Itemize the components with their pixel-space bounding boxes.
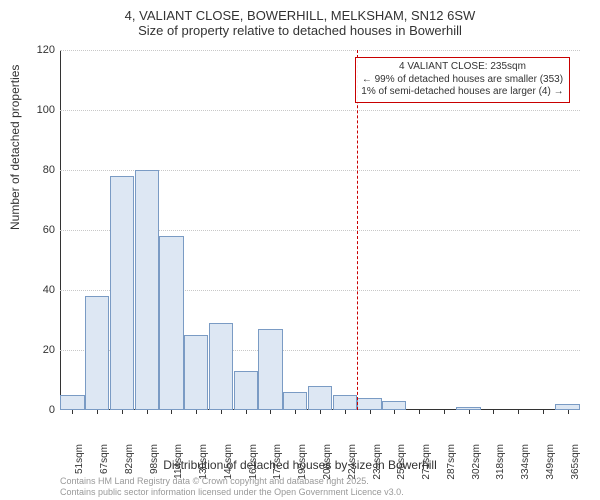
x-tick xyxy=(370,410,371,414)
x-tick xyxy=(97,410,98,414)
x-axis-label: Distribution of detached houses by size … xyxy=(0,458,600,472)
annotation-line3: 1% of semi-detached houses are larger (4… xyxy=(361,86,563,99)
x-tick xyxy=(122,410,123,414)
histogram-bar xyxy=(209,323,233,410)
x-tick xyxy=(444,410,445,414)
x-tick xyxy=(469,410,470,414)
histogram-bar xyxy=(110,176,134,410)
y-tick-label: 80 xyxy=(30,164,55,176)
histogram-bar xyxy=(60,395,84,410)
histogram-bar xyxy=(258,329,282,410)
y-tick-label: 40 xyxy=(30,284,55,296)
title-line2: Size of property relative to detached ho… xyxy=(0,23,600,38)
x-tick xyxy=(543,410,544,414)
x-tick xyxy=(221,410,222,414)
histogram-bar xyxy=(234,371,258,410)
x-tick xyxy=(147,410,148,414)
x-tick xyxy=(270,410,271,414)
grid-line xyxy=(60,110,580,111)
attribution-line2: Contains public sector information licen… xyxy=(60,487,404,498)
histogram-bar xyxy=(333,395,357,410)
x-tick xyxy=(568,410,569,414)
y-axis-label: Number of detached properties xyxy=(8,65,22,230)
x-tick xyxy=(171,410,172,414)
x-tick xyxy=(196,410,197,414)
y-tick-label: 120 xyxy=(30,44,55,56)
histogram-bar xyxy=(135,170,159,410)
x-tick xyxy=(72,410,73,414)
x-tick xyxy=(493,410,494,414)
x-tick xyxy=(419,410,420,414)
y-tick-label: 0 xyxy=(30,404,55,416)
x-tick xyxy=(320,410,321,414)
annotation-box: 4 VALIANT CLOSE: 235sqm← 99% of detached… xyxy=(355,57,569,103)
histogram-bar xyxy=(283,392,307,410)
plot-area: 02040608010012051sqm67sqm82sqm98sqm114sq… xyxy=(60,50,580,410)
x-tick xyxy=(518,410,519,414)
y-tick-label: 100 xyxy=(30,104,55,116)
histogram-bar xyxy=(184,335,208,410)
x-tick xyxy=(295,410,296,414)
histogram-bar xyxy=(159,236,183,410)
grid-line xyxy=(60,50,580,51)
chart-container: 4, VALIANT CLOSE, BOWERHILL, MELKSHAM, S… xyxy=(0,0,600,500)
title-block: 4, VALIANT CLOSE, BOWERHILL, MELKSHAM, S… xyxy=(0,0,600,38)
histogram-bar xyxy=(85,296,109,410)
x-tick xyxy=(394,410,395,414)
histogram-bar xyxy=(357,398,381,410)
histogram-bar xyxy=(382,401,406,410)
x-tick xyxy=(345,410,346,414)
annotation-line2: ← 99% of detached houses are smaller (35… xyxy=(361,74,563,87)
title-line1: 4, VALIANT CLOSE, BOWERHILL, MELKSHAM, S… xyxy=(0,8,600,23)
y-tick-label: 60 xyxy=(30,224,55,236)
histogram-bar xyxy=(308,386,332,410)
attribution: Contains HM Land Registry data © Crown c… xyxy=(60,476,404,498)
x-tick xyxy=(246,410,247,414)
annotation-line1: 4 VALIANT CLOSE: 235sqm xyxy=(361,61,563,74)
y-tick-label: 20 xyxy=(30,344,55,356)
attribution-line1: Contains HM Land Registry data © Crown c… xyxy=(60,476,404,487)
marker-line xyxy=(357,50,358,410)
